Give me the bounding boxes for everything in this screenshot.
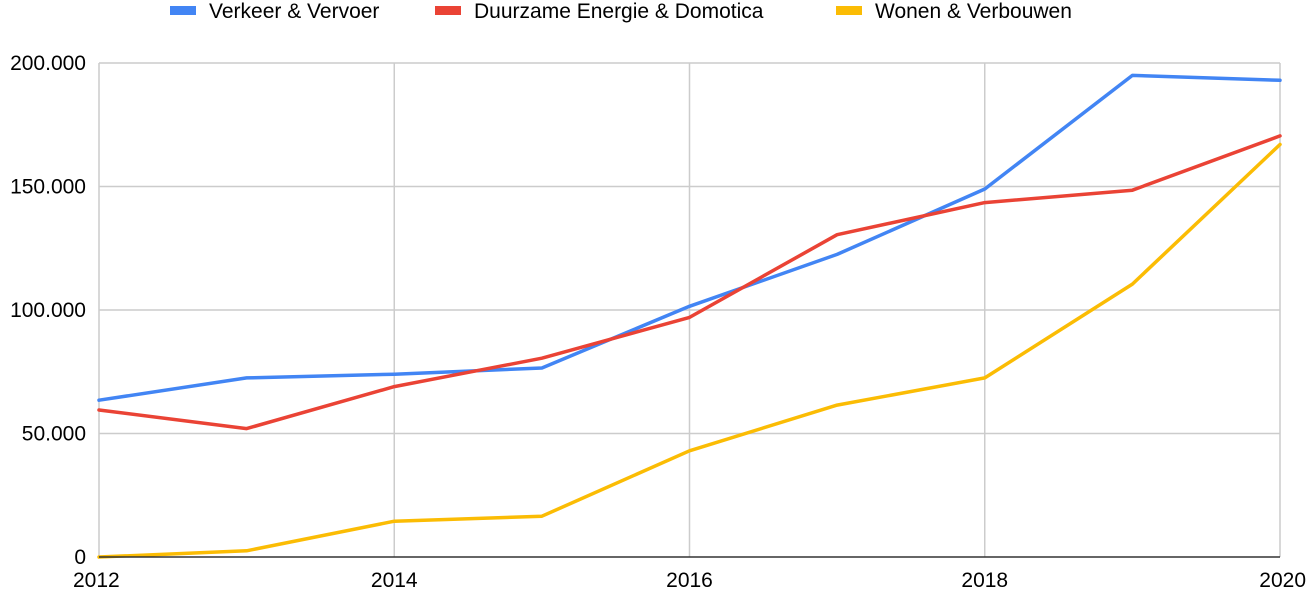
y-tick-label: 50.000 [22, 423, 86, 446]
x-tick-label: 2020 [1259, 569, 1306, 590]
legend-swatch [836, 6, 862, 15]
legend-swatch [170, 6, 196, 15]
y-axis-ticks: 0 50.000 100.000 150.000 200.000 [10, 52, 86, 569]
y-tick-label: 200.000 [10, 52, 86, 75]
x-tick-label: 2014 [371, 569, 418, 590]
legend-swatch [435, 6, 461, 15]
x-tick-label: 2016 [666, 569, 713, 590]
x-tick-label: 2012 [73, 569, 120, 590]
y-tick-label: 0 [74, 546, 86, 569]
legend-label: Verkeer & Vervoer [209, 0, 379, 23]
legend-label: Wonen & Verbouwen [875, 0, 1072, 23]
y-tick-label: 150.000 [10, 176, 86, 199]
y-tick-label: 100.000 [10, 299, 86, 322]
x-axis-ticks: 2012 2014 2016 2018 2020 [73, 569, 1306, 590]
gridlines [99, 63, 1280, 557]
legend-label: Duurzame Energie & Domotica [474, 0, 764, 23]
x-tick-label: 2018 [961, 569, 1008, 590]
legend: Verkeer & Vervoer Duurzame Energie & Domo… [170, 0, 1072, 23]
